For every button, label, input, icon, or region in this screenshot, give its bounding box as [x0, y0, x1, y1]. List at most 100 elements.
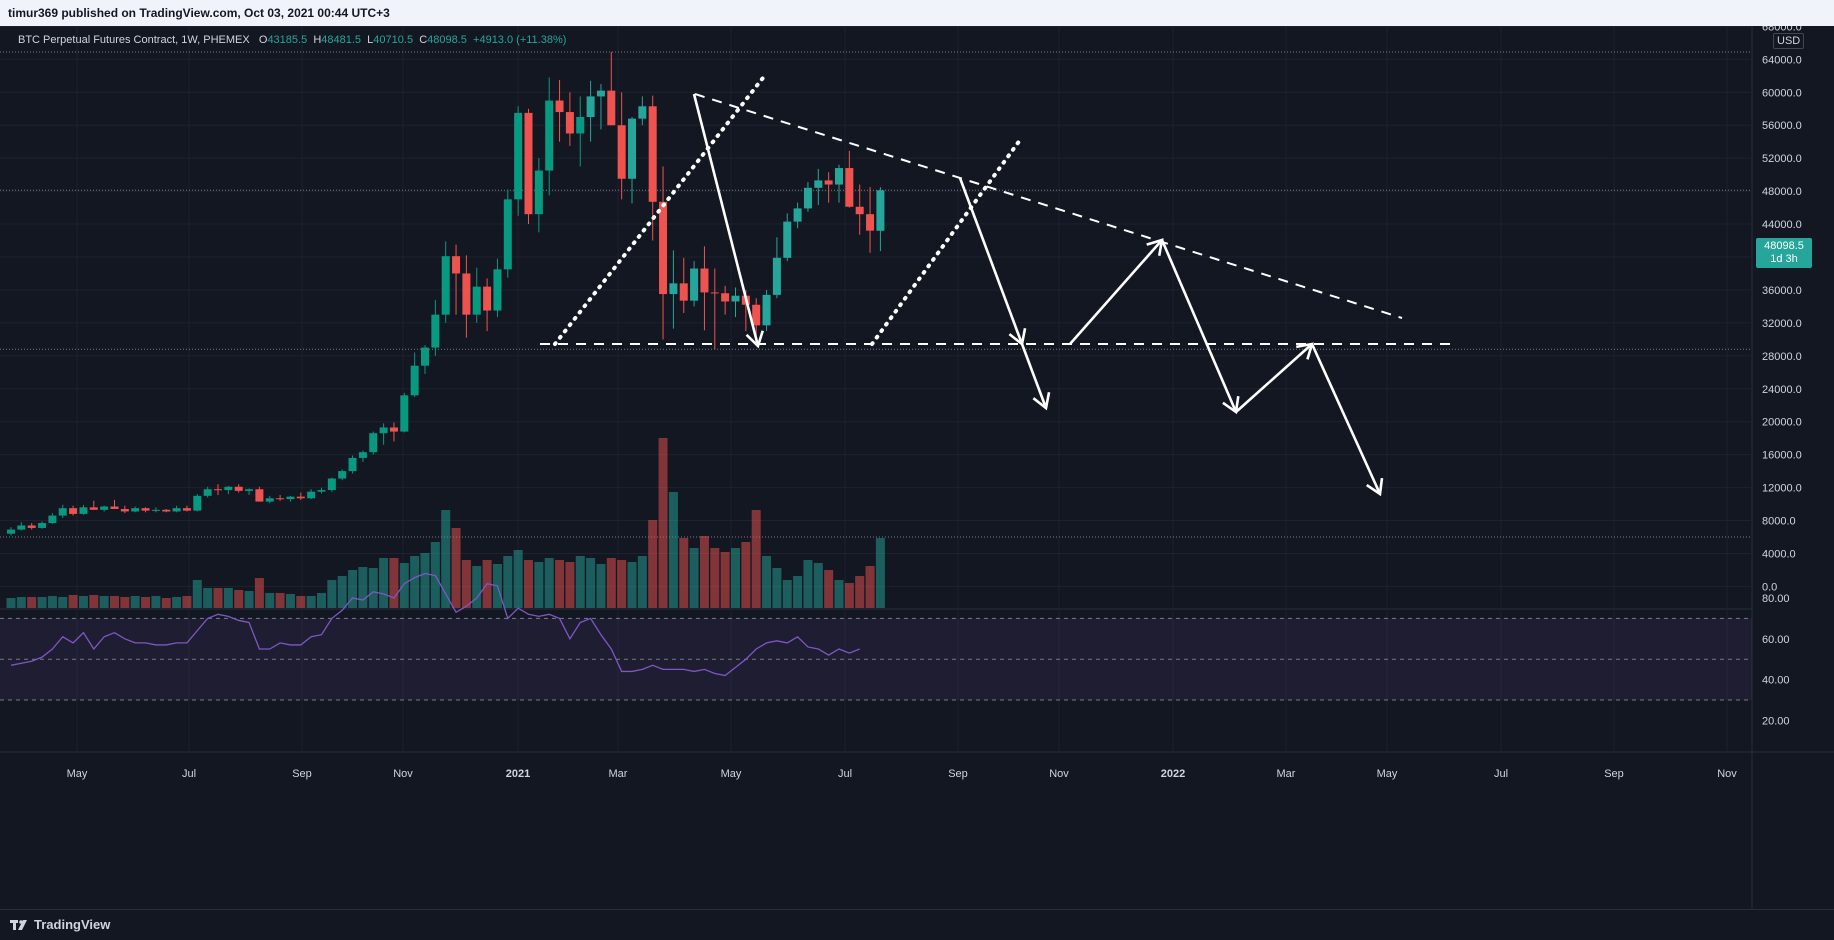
volume-bar — [565, 562, 575, 608]
volume-bar — [865, 566, 875, 608]
candle-body — [358, 452, 367, 458]
volume-bar — [513, 550, 523, 608]
volume-bar — [120, 597, 130, 608]
volume-bar — [306, 596, 316, 608]
volume-bar — [234, 590, 244, 608]
time-tick-label: Sep — [292, 768, 312, 780]
candle-body — [17, 525, 26, 530]
rsi-tick-label: 20.00 — [1762, 715, 1790, 727]
candle-body — [245, 489, 254, 491]
tradingview-logo-icon — [10, 920, 27, 930]
volume-bar — [731, 548, 740, 608]
candle-body — [182, 508, 191, 511]
volume-bar — [555, 560, 565, 608]
volume-bar — [762, 556, 772, 608]
publish-text: timur369 published on TradingView.com, O… — [8, 6, 390, 20]
high-value: 48481.5 — [321, 34, 362, 46]
volume-bar — [472, 566, 482, 608]
candle-body — [576, 117, 585, 134]
candle-body — [369, 433, 378, 453]
candle-body — [120, 508, 129, 512]
volume-bar — [275, 593, 285, 608]
time-tick-label: Jul — [838, 768, 852, 780]
volume-bar — [648, 520, 658, 608]
volume-bar — [151, 596, 161, 608]
volume-bar — [244, 591, 254, 608]
volume-bar — [254, 578, 264, 608]
candle-body — [296, 496, 305, 499]
price-tick-label: 44000.0 — [1762, 219, 1802, 231]
volume-bar — [89, 595, 99, 608]
open-label: O — [258, 34, 268, 46]
rsi-tick-label: 60.00 — [1762, 634, 1790, 646]
currency-label[interactable]: USD — [1773, 33, 1805, 49]
price-tick-label: 56000.0 — [1762, 120, 1802, 132]
rising-trendline-2 — [870, 138, 1022, 346]
candle-body — [276, 498, 285, 500]
low-label: L — [367, 34, 374, 46]
volume-bar — [317, 593, 326, 608]
rsi-band — [0, 618, 1752, 700]
volume-bar — [379, 558, 389, 608]
time-tick-label: Sep — [948, 768, 968, 780]
candle-body — [669, 283, 678, 295]
projection-arrow-shaft — [692, 93, 760, 347]
chart-canvas[interactable]: 68000.0 64000.0 60000.0 56000.0 52000.0 48000… — [0, 26, 1834, 909]
volume-bar — [68, 595, 78, 608]
volume-bar — [782, 580, 792, 608]
candle-body — [772, 257, 781, 295]
chart-area[interactable]: 68000.0 64000.0 60000.0 56000.0 52000.0 48000… — [0, 26, 1834, 909]
time-tick-label: 2021 — [506, 768, 530, 780]
candle-body — [214, 489, 222, 491]
bar-countdown: 1d 3h — [1770, 253, 1798, 265]
volume-bar — [813, 563, 823, 608]
candle-body — [265, 498, 274, 502]
candle-body — [421, 347, 429, 366]
projection-arrow-head — [1222, 395, 1240, 415]
price-tick-label: 52000.0 — [1762, 153, 1802, 165]
candle-body — [338, 471, 347, 479]
volume-bar — [793, 576, 803, 608]
open-value: 43185.5 — [267, 34, 308, 46]
candle-body — [151, 509, 160, 511]
candle-body — [514, 112, 523, 200]
projection-arrow-shaft — [958, 177, 1024, 345]
candle-body — [452, 256, 461, 274]
projection-arrow-head — [745, 330, 764, 349]
last-price-value: 48098.5 — [1764, 240, 1804, 252]
candle-body — [524, 112, 533, 215]
candle-body — [762, 294, 771, 326]
projection-arrow-shaft — [1310, 343, 1382, 495]
rsi-tick-label: 80.00 — [1762, 593, 1790, 605]
projection-arrow-head — [1008, 328, 1027, 347]
projection-arrow-head — [1146, 238, 1164, 256]
candle-body — [803, 187, 812, 209]
candle-body — [234, 486, 243, 491]
volume-bar — [844, 583, 854, 608]
rising-trendline-1 — [553, 72, 768, 346]
candle-body — [379, 427, 388, 434]
volume-bar — [575, 556, 585, 608]
time-tick-label: Jul — [1494, 768, 1508, 780]
tradingview-logo[interactable]: TradingView — [10, 910, 110, 940]
candle-body — [193, 495, 202, 511]
volume-bar — [130, 596, 140, 608]
candle-body — [555, 100, 564, 113]
candle-body — [607, 90, 616, 126]
volume-bar — [689, 548, 699, 608]
volume-bar — [503, 556, 513, 608]
volume-bar — [327, 580, 337, 608]
projection-arrow-head — [1032, 392, 1051, 411]
candle-body — [89, 507, 98, 510]
candle-body — [700, 268, 709, 293]
price-tick-label: 68000.0 — [1762, 26, 1802, 33]
candle-body — [659, 201, 668, 295]
change-value: +4913.0 (+11.38%) — [473, 34, 567, 46]
volume-bar — [389, 558, 399, 608]
candle-body — [58, 508, 67, 516]
volume-bar — [441, 510, 451, 608]
price-tick-label: 12000.0 — [1762, 483, 1802, 495]
volume-bar — [658, 438, 668, 608]
volume-bar — [606, 558, 616, 608]
volume-bar — [803, 560, 813, 608]
